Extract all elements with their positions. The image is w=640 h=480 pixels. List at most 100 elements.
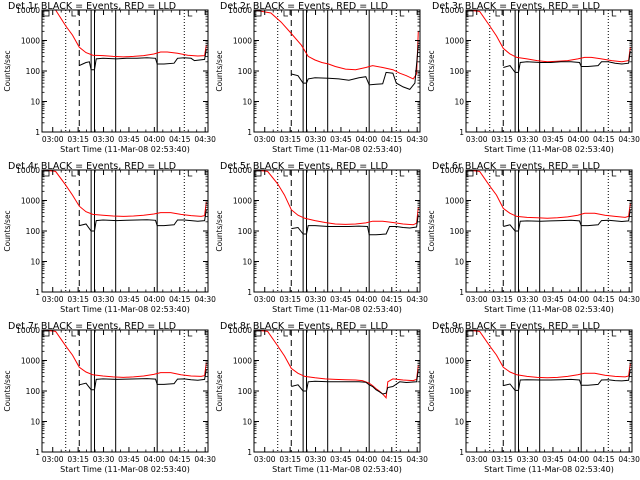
y-tick-label: 10 — [454, 418, 464, 427]
y-axis-label: Counts/sec — [215, 50, 224, 91]
x-tick-label: 04:30 — [194, 135, 216, 144]
panel-det-7: Det 7r BLACK = Events, RED = LLD 1 10 100 10… — [3, 321, 216, 474]
x-axis-label: Start Time (11-Mar-08 02:53:40) — [272, 145, 402, 154]
x-axis: 03:00 03:15 03:30 03:45 04:00 04:15 04:30 Start… — [42, 330, 216, 474]
x-tick-label: 03:15 — [67, 455, 89, 464]
y-tick-label: 10 — [242, 418, 252, 427]
y-tick-label: 1 — [459, 448, 464, 457]
x-tick-label: 04:30 — [618, 455, 640, 464]
x-tick-label: 04:15 — [593, 135, 615, 144]
y-tick-label: 10000 — [16, 326, 40, 335]
panel-title: Det 1r BLACK = Events, RED = LLD — [8, 1, 176, 12]
panel-det-8: Det 8r BLACK = Events, RED = LLD 1 10 100 10… — [215, 321, 428, 474]
y-axis-label: Counts/sec — [3, 50, 12, 91]
corner-marker — [611, 171, 617, 177]
x-axis: 03:00 03:15 03:30 03:45 04:00 04:15 04:30 Start… — [42, 170, 216, 314]
x-axis-label: Start Time (11-Mar-08 02:53:40) — [484, 465, 614, 474]
x-tick-label: 03:45 — [542, 455, 564, 464]
panel-title: Det 9r BLACK = Events, RED = LLD — [432, 321, 600, 332]
y-tick-label: 100 — [238, 387, 253, 396]
series-lld-line — [42, 330, 207, 378]
x-tick-label: 03:00 — [254, 295, 276, 304]
corner-marker — [611, 331, 617, 337]
y-axis: 1 10 100 1000 10000 Counts/sec — [427, 6, 632, 137]
series-lld-line — [254, 170, 419, 226]
panel-title: Det 5r BLACK = Events, RED = LLD — [220, 161, 388, 172]
marker-lines — [65, 330, 185, 452]
x-tick-label: 04:00 — [568, 295, 590, 304]
x-tick-label: 03:00 — [466, 295, 488, 304]
y-axis: 1 10 100 1000 10000 Counts/sec — [3, 166, 208, 297]
panel-det-9: Det 9r BLACK = Events, RED = LLD 1 10 100 10… — [427, 321, 640, 474]
x-tick-label: 03:30 — [305, 135, 327, 144]
x-tick-label: 03:45 — [542, 135, 564, 144]
series-lld-line — [466, 170, 631, 219]
y-axis-label: Counts/sec — [215, 370, 224, 411]
y-tick-label: 1 — [35, 128, 40, 137]
corner-marker — [399, 171, 405, 177]
series-lld-line — [466, 330, 631, 379]
series-events-line — [291, 370, 419, 395]
y-tick-label: 1 — [459, 288, 464, 297]
y-tick-label: 10 — [30, 98, 40, 107]
y-axis: 1 10 100 1000 10000 Counts/sec — [3, 326, 208, 457]
y-axis: 1 10 100 1000 10000 Counts/sec — [215, 166, 420, 297]
y-axis-label: Counts/sec — [215, 210, 224, 251]
series-events-line — [503, 209, 631, 232]
marker-lines — [65, 10, 185, 132]
y-axis: 1 10 100 1000 10000 Counts/sec — [215, 6, 420, 137]
x-tick-label: 04:00 — [568, 455, 590, 464]
marker-lines — [277, 170, 397, 292]
x-tick-label: 03:00 — [254, 135, 276, 144]
corner-marker — [495, 11, 500, 17]
x-tick-label: 04:30 — [618, 295, 640, 304]
x-tick-label: 03:00 — [42, 455, 64, 464]
x-tick-label: 03:15 — [279, 295, 301, 304]
y-tick-label: 10 — [30, 418, 40, 427]
x-tick-label: 04:00 — [356, 455, 378, 464]
x-axis: 03:00 03:15 03:30 03:45 04:00 04:15 04:30 Start… — [254, 330, 428, 474]
x-tick-label: 03:15 — [491, 455, 513, 464]
y-tick-label: 10000 — [16, 6, 40, 15]
panel-title: Det 6r BLACK = Events, RED = LLD — [432, 161, 600, 172]
corner-marker — [42, 170, 50, 177]
y-axis: 1 10 100 1000 10000 Counts/sec — [427, 166, 632, 297]
y-tick-label: 100 — [26, 67, 41, 76]
marker-lines — [489, 170, 609, 292]
x-tick-label: 03:45 — [542, 295, 564, 304]
x-tick-label: 04:30 — [406, 295, 428, 304]
x-tick-label: 03:15 — [67, 295, 89, 304]
corner-marker — [254, 10, 262, 17]
y-tick-label: 10 — [242, 258, 252, 267]
x-tick-label: 04:15 — [593, 455, 615, 464]
x-tick-label: 03:00 — [42, 295, 64, 304]
corner-marker — [466, 10, 474, 17]
x-tick-label: 03:15 — [279, 455, 301, 464]
marker-lines — [277, 10, 397, 132]
x-tick-label: 03:45 — [330, 295, 352, 304]
panel-title: Det 2r BLACK = Events, RED = LLD — [220, 1, 388, 12]
x-tick-label: 03:45 — [118, 295, 140, 304]
x-tick-label: 03:00 — [466, 135, 488, 144]
series-lld-line — [254, 10, 419, 80]
series-lld-line — [466, 10, 631, 63]
corner-marker — [283, 171, 288, 177]
x-tick-label: 04:15 — [169, 135, 191, 144]
y-axis-label: Counts/sec — [3, 370, 12, 411]
x-tick-label: 03:15 — [279, 135, 301, 144]
y-axis-label: Counts/sec — [3, 210, 12, 251]
x-tick-label: 03:15 — [491, 135, 513, 144]
x-tick-label: 03:45 — [330, 455, 352, 464]
corner-marker — [399, 11, 405, 17]
corner-marker — [254, 170, 262, 177]
marker-lines — [489, 10, 609, 132]
corner-marker — [71, 11, 76, 17]
x-tick-label: 04:30 — [194, 455, 216, 464]
x-axis: 03:00 03:15 03:30 03:45 04:00 04:15 04:30 Start… — [466, 170, 640, 314]
corner-marker — [495, 331, 500, 337]
x-tick-label: 04:00 — [356, 295, 378, 304]
y-tick-label: 1000 — [21, 197, 40, 206]
y-tick-label: 100 — [450, 227, 465, 236]
x-axis-label: Start Time (11-Mar-08 02:53:40) — [60, 145, 190, 154]
